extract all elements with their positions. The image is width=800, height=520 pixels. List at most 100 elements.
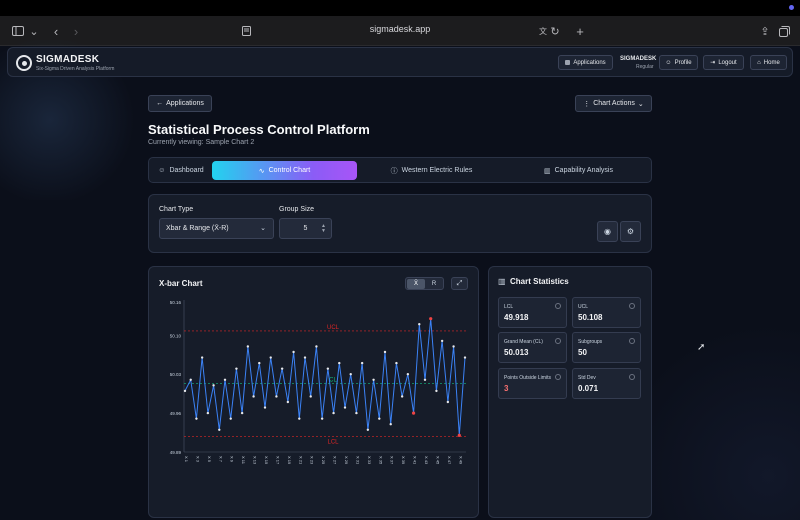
stat-value: 50 [578, 348, 587, 357]
data-point [189, 378, 192, 381]
xbar-chart-panel [148, 266, 479, 518]
grid-icon [565, 60, 571, 65]
info-icon[interactable] [555, 338, 561, 344]
profile-button[interactable]: ☺ Profile [659, 55, 698, 70]
translate-icon[interactable]: 文 [539, 26, 547, 36]
forward-icon[interactable]: › [73, 23, 79, 39]
x-tick-label: X 37 [390, 456, 395, 465]
x-tick-label: X 5 [207, 456, 212, 463]
xbar-chart: 50.16 50.10 50.03 49.96 49.89 UCL CL LCL X 1 X 3 X… [170, 300, 467, 465]
share-icon[interactable]: ⇪ [760, 25, 770, 38]
settings-button[interactable]: ⚙ [620, 221, 641, 242]
y-tick-label: 49.96 [170, 411, 182, 416]
chart-actions-button[interactable]: ⋮ Chart Actions ⌄ [575, 95, 652, 112]
x-tick-label: X 43 [424, 456, 429, 465]
info-icon[interactable] [629, 303, 635, 309]
stat-value: 50.108 [578, 313, 603, 322]
expand-button[interactable]: ⤢ [451, 277, 468, 290]
data-point [315, 345, 318, 348]
tab-bar: ☺ Dashboard ∿ Control Chart ⓘ Western El… [148, 157, 652, 183]
new-tab-icon[interactable]: + [576, 23, 584, 39]
chevron-down-icon[interactable]: ⌄ [29, 25, 39, 38]
y-tick-label: 50.16 [170, 300, 182, 305]
chart-type-label: Chart Type [159, 206, 194, 213]
data-point [383, 350, 387, 354]
reader-icon[interactable] [238, 23, 254, 39]
data-point [406, 373, 410, 376]
back-to-applications-button[interactable]: ← Applications [148, 95, 212, 112]
y-tick-label: 50.03 [170, 372, 182, 377]
data-point [286, 400, 290, 404]
data-point [280, 367, 284, 370]
applications-button[interactable]: Applications [558, 55, 613, 70]
data-point [378, 417, 381, 420]
info-icon[interactable] [555, 303, 561, 309]
x-tick-label: X 39 [401, 456, 406, 465]
stat-card-grand-mean: Grand Mean (CL) 50.013 [498, 332, 567, 363]
out-of-control-point [457, 433, 461, 437]
x-tick-label: X 29 [344, 456, 349, 465]
stat-label: UCL [578, 304, 589, 310]
toggle-r[interactable]: R [431, 281, 437, 287]
group-size-value: 5 [303, 225, 308, 232]
x-tick-label: X 19 [287, 456, 292, 465]
user-icon: ☺ [158, 167, 166, 174]
reload-icon[interactable]: ↻ [550, 25, 560, 38]
bar-chart-icon: ▥ [544, 167, 551, 175]
data-point [235, 367, 238, 370]
stat-label: Subgroups [578, 339, 603, 345]
sidebar-icon[interactable] [10, 23, 26, 39]
x-tick-label: X 23 [310, 456, 315, 465]
data-point [452, 345, 455, 348]
stat-label: LCL [504, 304, 514, 310]
home-button[interactable]: ⌂ Home [750, 55, 787, 70]
x-tick-label: X 49 [458, 456, 463, 465]
stat-label: Std Dev [578, 375, 596, 381]
profile-label: Profile [674, 59, 692, 66]
group-size-input[interactable]: 5 ▲ ▼ [279, 218, 332, 239]
toggle-xbar[interactable]: X̄ [407, 279, 425, 289]
cl-label: CL [329, 378, 337, 384]
group-size-label: Group Size [279, 206, 315, 213]
info-icon[interactable] [629, 374, 635, 380]
info-icon[interactable] [555, 374, 561, 380]
tabs-overview-icon[interactable] [776, 23, 792, 39]
x-tick-label: X 21 [298, 456, 303, 465]
mouse-cursor-icon: ➚ [697, 342, 706, 353]
data-point [326, 367, 330, 370]
stepper-icon[interactable]: ▲ ▼ [321, 223, 326, 234]
camera-button[interactable]: ◉ [597, 221, 618, 242]
data-point [320, 417, 324, 420]
camera-icon: ◉ [604, 227, 611, 236]
stat-label: Points Outside Limits [504, 375, 551, 381]
info-icon[interactable] [629, 338, 635, 344]
chart-type-select[interactable]: Xbar & Range (X̄-R) ⌄ [159, 218, 274, 239]
stat-value: 0.071 [578, 384, 599, 393]
data-point [400, 395, 404, 398]
data-point [258, 361, 261, 365]
user-name: SIGMADESK [620, 56, 657, 62]
stat-card-ucl: UCL 50.108 [572, 297, 641, 328]
data-point [246, 345, 250, 348]
tab-control-chart[interactable]: ∿ Control Chart [212, 161, 357, 180]
y-tick-label: 49.89 [170, 450, 182, 455]
tab-capability-analysis[interactable]: ▥ Capability Analysis [506, 161, 651, 180]
data-point [229, 417, 232, 420]
data-point [240, 411, 244, 415]
background-glow-right [640, 300, 800, 520]
tab-western-electric-rules[interactable]: ⓘ Western Electric Rules [359, 161, 504, 180]
x-tick-label: X 33 [367, 456, 372, 465]
logout-button[interactable]: ⇥ Logout [703, 55, 744, 70]
x-tick-label: X 25 [321, 456, 326, 465]
data-point [218, 428, 221, 431]
tab-dashboard[interactable]: ☺ Dashboard [151, 161, 211, 180]
data-point [200, 356, 204, 359]
data-point [206, 411, 210, 415]
user-icon: ☺ [665, 59, 672, 66]
x-tick-label: X 7 [218, 456, 223, 463]
out-of-control-point [411, 411, 416, 415]
chart-title: X-bar Chart [159, 279, 203, 288]
back-icon[interactable]: ‹ [53, 23, 59, 39]
url-bar[interactable]: sigmadesk.app [369, 24, 431, 34]
page-subtitle: Currently viewing: Sample Chart 2 [148, 139, 255, 146]
